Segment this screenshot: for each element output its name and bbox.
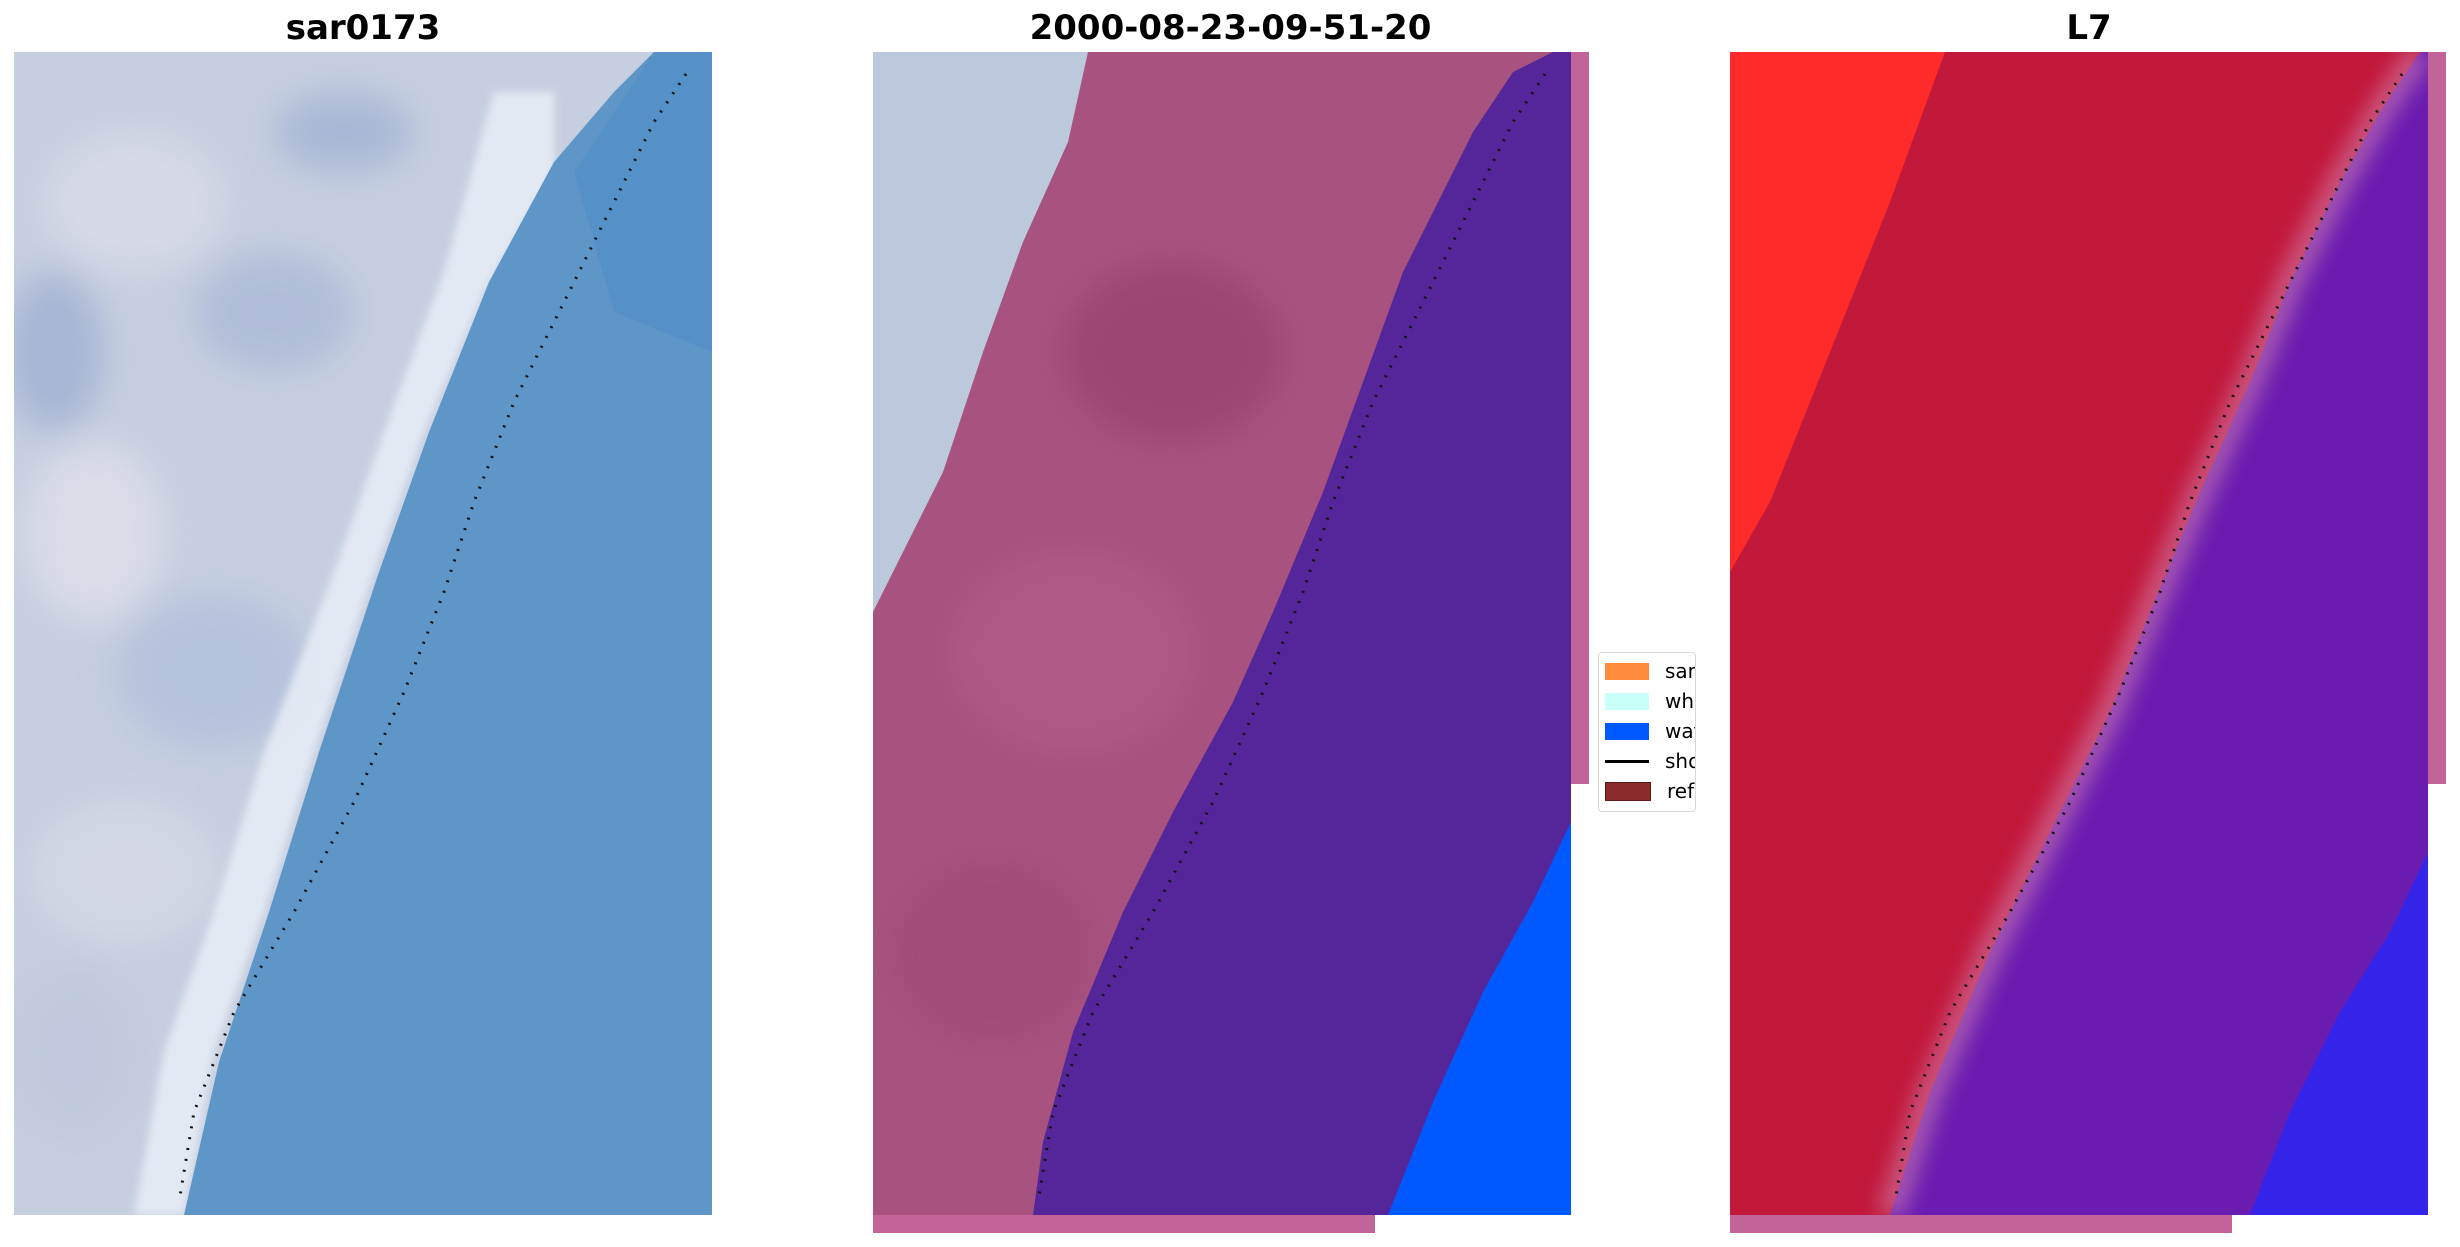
legend-label-shoreline: shorel	[1665, 749, 1695, 773]
legend: sand whitew water shorel referer	[1598, 652, 1696, 812]
water-blue-area	[1388, 822, 1571, 1215]
whitewater-area	[873, 52, 1088, 612]
classified-image	[873, 52, 1589, 1233]
shoreline-dots	[1893, 73, 2404, 1203]
legend-label-reference: referer	[1667, 779, 1695, 803]
legend-item-sand: sand	[1605, 659, 1695, 683]
panel-title-classified: 2000-08-23-09-51-20	[1029, 8, 1432, 48]
legend-swatch-water	[1605, 722, 1649, 740]
panel-title-falsecolor: L7	[2066, 8, 2112, 48]
legend-item-water: water	[1605, 719, 1695, 743]
rgb-image	[14, 52, 712, 1215]
rgb-image-panel	[14, 52, 712, 1215]
legend-item-reference: referer	[1605, 779, 1695, 803]
legend-swatch-shoreline	[1605, 759, 1649, 763]
water-class-area	[1033, 52, 1571, 1215]
panel-title-rgb: sar0173	[285, 8, 441, 48]
legend-item-shoreline: shorel	[1605, 749, 1695, 773]
legend-label-sand: sand	[1665, 659, 1695, 683]
legend-swatch-reference	[1605, 781, 1651, 801]
falsecolor-image	[1730, 52, 2446, 1233]
legend-label-water: water	[1665, 719, 1695, 743]
shoreline-dots	[177, 73, 688, 1203]
legend-label-whitewater: whitew	[1665, 689, 1695, 713]
legend-swatch-sand	[1605, 662, 1649, 680]
legend-swatch-whitewater	[1605, 692, 1649, 710]
legend-item-whitewater: whitew	[1605, 689, 1695, 713]
falsecolor-image-panel	[1730, 52, 2450, 1235]
shoreline-dots	[1036, 73, 1547, 1203]
classified-image-panel	[873, 52, 1593, 1235]
